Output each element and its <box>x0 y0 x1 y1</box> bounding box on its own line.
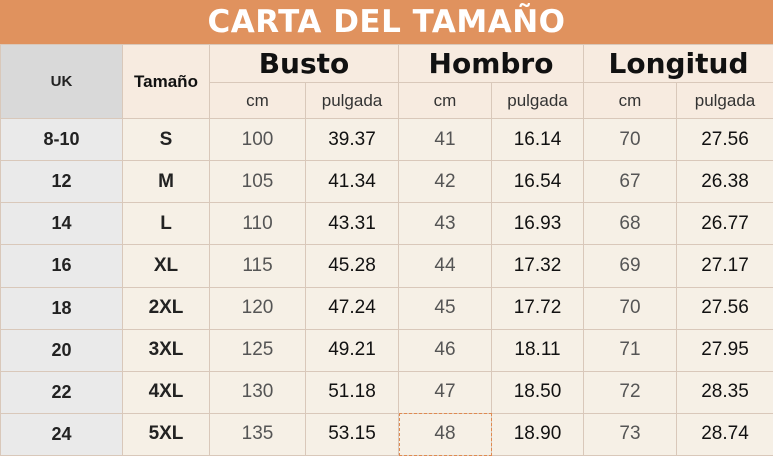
longitud-cm-cell: 68 <box>583 202 677 246</box>
uk-cell: 22 <box>0 370 123 414</box>
uk-cell: 18 <box>0 286 123 330</box>
busto-cm-cell: 135 <box>209 412 306 456</box>
longitud-cm-cell: 71 <box>583 328 677 372</box>
busto-pulgada-cell: 53.15 <box>305 412 399 456</box>
longitud-pulgada-header: pulgada <box>675 82 773 119</box>
uk-cell: 20 <box>0 328 123 372</box>
chart-title: CARTA DEL TAMAÑO <box>0 0 773 44</box>
busto-cm-header: cm <box>209 82 306 119</box>
table-row: 24 5XL 135 53.15 48 18.90 73 28.74 <box>0 412 773 456</box>
busto-pulgada-cell: 41.34 <box>305 160 399 204</box>
hombro-pulgada-cell: 17.72 <box>491 286 584 330</box>
uk-cell: 24 <box>0 412 123 456</box>
hombro-pulgada-cell: 18.50 <box>491 370 584 414</box>
busto-cm-cell: 120 <box>209 286 306 330</box>
size-cell: S <box>122 117 210 162</box>
busto-cm-cell: 130 <box>209 370 306 414</box>
longitud-pulgada-cell: 26.77 <box>675 202 773 246</box>
hombro-pulgada-cell: 16.14 <box>491 117 584 162</box>
busto-header: Busto <box>209 44 399 83</box>
uk-header: UK <box>0 44 123 119</box>
uk-cell: 12 <box>0 160 123 204</box>
longitud-cm-cell: 70 <box>583 117 677 162</box>
longitud-cm-cell: 69 <box>583 244 677 288</box>
busto-pulgada-cell: 39.37 <box>305 117 399 162</box>
longitud-cm-cell: 67 <box>583 160 677 204</box>
table-row: 8-10 S 100 39.37 41 16.14 70 27.56 <box>0 117 773 162</box>
longitud-pulgada-cell: 28.74 <box>675 412 773 456</box>
tamano-header: Tamaño <box>122 44 210 119</box>
size-cell: L <box>122 202 210 246</box>
hombro-cm-cell: 44 <box>398 244 492 288</box>
busto-pulgada-cell: 47.24 <box>305 286 399 330</box>
busto-cm-cell: 100 <box>209 117 306 162</box>
busto-pulgada-cell: 49.21 <box>305 328 399 372</box>
busto-pulgada-header: pulgada <box>305 82 399 119</box>
size-cell: 4XL <box>122 370 210 414</box>
hombro-pulgada-cell: 16.54 <box>491 160 584 204</box>
busto-cm-cell: 105 <box>209 160 306 204</box>
longitud-cm-cell: 70 <box>583 286 677 330</box>
busto-cm-cell: 115 <box>209 244 306 288</box>
size-cell: 5XL <box>122 412 210 456</box>
hombro-pulgada-cell: 18.90 <box>491 412 584 456</box>
uk-cell: 8-10 <box>0 117 123 162</box>
hombro-cm-header: cm <box>398 82 492 119</box>
longitud-pulgada-cell: 27.56 <box>675 286 773 330</box>
hombro-pulgada-cell: 17.32 <box>491 244 584 288</box>
longitud-pulgada-cell: 27.17 <box>675 244 773 288</box>
busto-cm-cell: 125 <box>209 328 306 372</box>
hombro-cm-cell: 46 <box>398 328 492 372</box>
hombro-pulgada-cell: 18.11 <box>491 328 584 372</box>
longitud-cm-cell: 73 <box>583 412 677 456</box>
hombro-cm-cell: 43 <box>398 202 492 246</box>
table-row: 20 3XL 125 49.21 46 18.11 71 27.95 <box>0 328 773 372</box>
table-row: 16 XL 115 45.28 44 17.32 69 27.17 <box>0 244 773 288</box>
busto-pulgada-cell: 43.31 <box>305 202 399 246</box>
uk-cell: 14 <box>0 202 123 246</box>
longitud-pulgada-cell: 27.95 <box>675 328 773 372</box>
hombro-cm-cell: 45 <box>398 286 492 330</box>
table-row: 22 4XL 130 51.18 47 18.50 72 28.35 <box>0 370 773 414</box>
longitud-header: Longitud <box>582 44 773 83</box>
uk-cell: 16 <box>0 244 123 288</box>
size-cell: M <box>122 160 210 204</box>
size-cell: 3XL <box>122 328 210 372</box>
busto-cm-cell: 110 <box>209 202 306 246</box>
size-cell: XL <box>122 244 210 288</box>
size-cell: 2XL <box>122 286 210 330</box>
hombro-header: Hombro <box>398 44 584 83</box>
hombro-pulgada-cell: 16.93 <box>491 202 584 246</box>
hombro-pulgada-header: pulgada <box>491 82 584 119</box>
size-chart-table: UK Tamaño Busto Hombro Longitud cm pulga… <box>0 44 773 456</box>
busto-pulgada-cell: 45.28 <box>305 244 399 288</box>
hombro-cm-cell: 41 <box>398 117 492 162</box>
hombro-cm-cell: 48 <box>398 412 492 456</box>
hombro-cm-cell: 47 <box>398 370 492 414</box>
busto-pulgada-cell: 51.18 <box>305 370 399 414</box>
longitud-pulgada-cell: 28.35 <box>675 370 773 414</box>
longitud-pulgada-cell: 26.38 <box>675 160 773 204</box>
longitud-cm-cell: 72 <box>583 370 677 414</box>
table-row: 12 M 105 41.34 42 16.54 67 26.38 <box>0 160 773 204</box>
hombro-cm-cell: 42 <box>398 160 492 204</box>
longitud-cm-header: cm <box>583 82 677 119</box>
longitud-pulgada-cell: 27.56 <box>675 117 773 162</box>
table-row: 18 2XL 120 47.24 45 17.72 70 27.56 <box>0 286 773 330</box>
table-row: 14 L 110 43.31 43 16.93 68 26.77 <box>0 202 773 246</box>
